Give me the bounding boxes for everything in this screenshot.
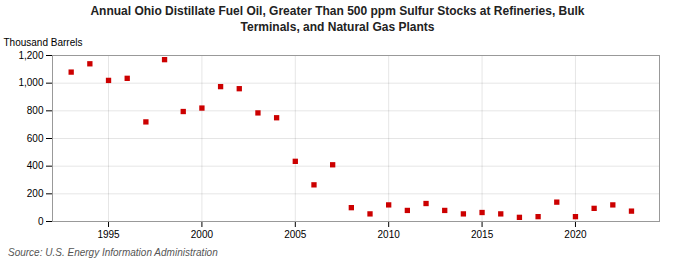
- svg-text:Thousand Barrels: Thousand Barrels: [4, 37, 83, 48]
- svg-text:2020: 2020: [564, 229, 587, 240]
- svg-text:2000: 2000: [191, 229, 214, 240]
- svg-text:600: 600: [27, 133, 44, 144]
- svg-text:800: 800: [27, 105, 44, 116]
- svg-text:1,000: 1,000: [18, 78, 43, 89]
- svg-text:0: 0: [38, 216, 44, 227]
- svg-text:1995: 1995: [97, 229, 120, 240]
- svg-text:2015: 2015: [471, 229, 494, 240]
- svg-text:400: 400: [27, 161, 44, 172]
- html-text:Annual Ohio Distillate Fuel Oi: Annual Ohio Distillate Fuel Oil, Greater…: [90, 4, 585, 34]
- svg-text:2010: 2010: [378, 229, 401, 240]
- html-text:Source: U.S. Energy Informatio: Source: U.S. Energy Information Administ…: [8, 247, 218, 259]
- svg-text:2005: 2005: [284, 229, 307, 240]
- svg-text:200: 200: [27, 188, 44, 199]
- svg-text:1,200: 1,200: [18, 50, 43, 61]
